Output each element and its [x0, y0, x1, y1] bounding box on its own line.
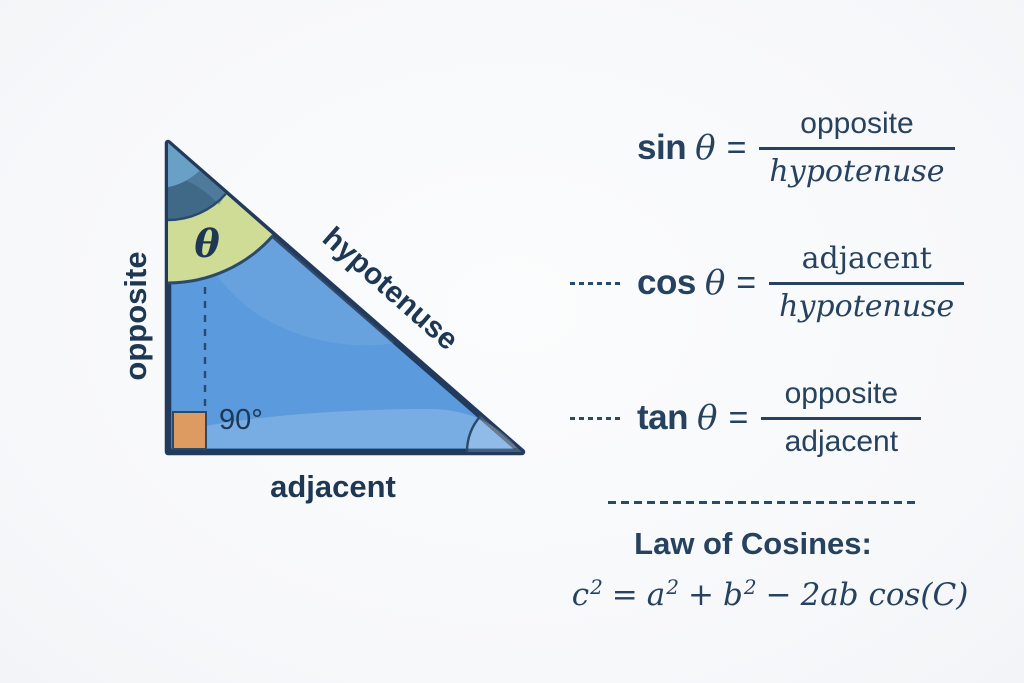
adjacent-side-label: adjacent	[270, 469, 396, 504]
sin-function-name: sin	[637, 128, 687, 167]
tan-denominator: adjacent	[784, 424, 899, 458]
tan-lhs: tan θ =	[637, 398, 748, 438]
apex-teal-wave	[168, 177, 226, 220]
cos-equals: =	[736, 264, 757, 302]
law-equals: =	[611, 577, 638, 613]
cos-lhs: cos θ =	[637, 263, 756, 303]
cos-fraction: adjacent hypotenuse	[769, 241, 965, 324]
law-of-cosines-heading: Law of Cosines:	[634, 526, 872, 561]
tan-fraction: opposite adjacent	[761, 377, 922, 459]
law-minus: −	[765, 577, 792, 613]
opposite-side-label: opposite	[118, 251, 153, 380]
tan-dash-accent	[570, 416, 624, 420]
sin-fraction: opposite hypotenuse	[759, 107, 955, 189]
law-tail: 2ab cos(C)	[800, 577, 969, 613]
cos-denominator: hypotenuse	[779, 288, 955, 324]
dashed-separator	[608, 501, 920, 504]
sin-denominator: hypotenuse	[769, 153, 945, 189]
bottom-right-angle-wedge	[467, 415, 522, 452]
bottom-wave-highlight	[172, 409, 517, 448]
sin-numerator: opposite	[800, 107, 914, 140]
law-plus: +	[688, 577, 714, 613]
cos-function-name: cos	[637, 263, 696, 302]
sin-fraction-bar	[759, 146, 955, 150]
right-angle-label: 90°	[219, 404, 263, 436]
tan-function-name: tan	[637, 398, 689, 437]
theta-label: θ	[194, 221, 220, 266]
law-b-base: b	[722, 577, 743, 613]
law-lhs-base: c	[571, 577, 590, 613]
law-a-base: a	[646, 577, 666, 613]
sin-formula-row: sin θ = opposite hypotenuse	[637, 100, 955, 196]
triangle-shape	[164, 139, 526, 456]
cos-dash-accent	[570, 281, 624, 285]
apex-tip-shade	[168, 143, 200, 187]
tan-equals: =	[728, 399, 749, 437]
theta-arc-outline	[167, 234, 275, 285]
cos-numerator: adjacent	[801, 241, 932, 276]
sin-lhs: sin θ =	[637, 128, 746, 168]
tan-numerator: opposite	[784, 377, 899, 410]
cos-theta: θ	[704, 263, 726, 303]
sin-equals: =	[726, 129, 747, 167]
tan-fraction-bar	[761, 416, 922, 420]
law-a-exponent: 2	[666, 575, 679, 599]
tan-formula-row: tan θ = opposite adjacent	[570, 370, 922, 466]
tan-theta: θ	[697, 398, 718, 438]
cos-fraction-bar	[769, 281, 965, 285]
law-lhs-exponent: 2	[590, 575, 603, 599]
teal-arc-outline	[167, 193, 227, 222]
cos-formula-row: cos θ = adjacent hypotenuse	[570, 235, 965, 331]
bottom-right-angle-arc	[465, 414, 482, 453]
formulas-panel: sin θ = opposite hypotenuse cos θ = adja…	[565, 0, 968, 683]
sin-theta: θ	[695, 128, 716, 168]
law-b-exponent: 2	[743, 575, 757, 599]
right-angle-marker	[172, 411, 207, 450]
right-triangle-diagram: θ 90° opposite adjacent hypotenuse	[118, 139, 526, 504]
